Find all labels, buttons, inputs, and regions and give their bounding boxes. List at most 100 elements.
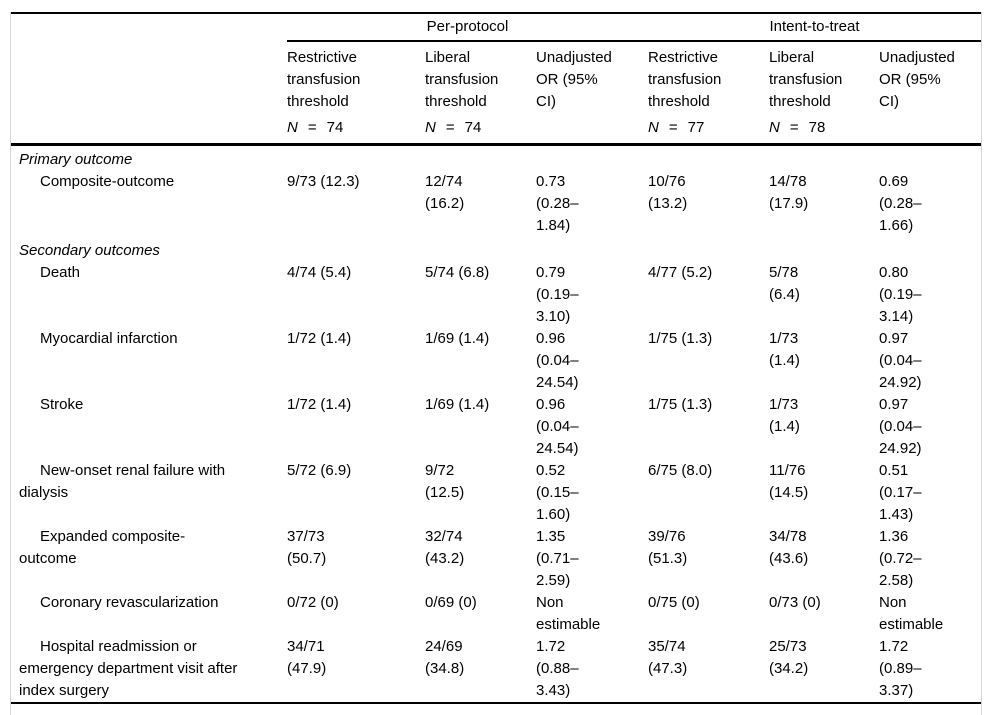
- cell-value: 1/69 (1.4): [425, 330, 490, 347]
- column-header-itt-or: Unadjusted OR (95% CI): [879, 49, 955, 110]
- table-row: Hospital readmission or emergency depart…: [11, 636, 981, 703]
- cell-value: 1/69 (1.4): [425, 396, 490, 413]
- cell-value: 1/75 (1.3): [648, 396, 713, 413]
- cell-value: 0.51 (0.17– 1.43): [879, 462, 922, 523]
- cell-value: Non estimable: [536, 594, 601, 633]
- cell-value: 1.72 (0.89– 3.37): [879, 638, 922, 699]
- table-row: Expanded composite- outcome 37/73 (50.7)…: [11, 526, 981, 592]
- section-header-row: Primary outcome: [11, 145, 981, 172]
- spanner-row: Per-protocol Intent-to-treat: [11, 13, 981, 42]
- cell-value: 37/73 (50.7): [287, 528, 327, 567]
- table-row: New-onset renal failure with dialysis 5/…: [11, 460, 981, 526]
- cell-value: 0/72 (0): [287, 594, 339, 611]
- sample-size-itt-restrictive: N = 77: [648, 113, 769, 146]
- spanner-per-protocol: Per-protocol: [287, 13, 648, 42]
- cell-value: 35/74 (47.3): [648, 638, 688, 677]
- sample-size-itt-or: [879, 113, 981, 146]
- table-frame: Per-protocol Intent-to-treat Restrictive…: [10, 12, 982, 715]
- cell-value: 0.97 (0.04– 24.92): [879, 330, 922, 391]
- cell-value: 0/69 (0): [425, 594, 477, 611]
- cell-value: 1.36 (0.72– 2.58): [879, 528, 922, 589]
- cell-value: 0.69 (0.28– 1.66): [879, 173, 922, 234]
- section-title-secondary-outcomes: Secondary outcomes: [19, 242, 160, 259]
- n-symbol: N: [425, 119, 436, 136]
- cell-value: 9/72 (12.5): [425, 462, 465, 501]
- n-symbol: N: [287, 119, 298, 136]
- column-header-row: Restrictive transfusion threshold Libera…: [11, 41, 981, 113]
- cell-value: 10/76 (13.2): [648, 173, 688, 212]
- row-label-hospital-readmission: Hospital readmission or emergency depart…: [19, 638, 238, 699]
- cell-value: 12/74 (16.2): [425, 173, 465, 212]
- section-header-row: Secondary outcomes: [11, 237, 981, 262]
- section-title-primary-outcome: Primary outcome: [19, 151, 133, 168]
- n-symbol: N: [769, 119, 780, 136]
- column-header-pp-restrictive: Restrictive transfusion threshold: [287, 49, 361, 110]
- table-row: Composite-outcome 9/73 (12.3) 12/74 (16.…: [11, 171, 981, 237]
- sample-size-pp-or: [536, 113, 648, 146]
- row-label-myocardial-infarction: Myocardial infarction: [40, 330, 178, 347]
- sample-size-empty: [11, 113, 287, 146]
- sample-size-row: N = 74 N = 74 N = 77 N = 78: [11, 113, 981, 146]
- cell-value: 5/74 (6.8): [425, 264, 490, 281]
- cell-value: 0.96 (0.04– 24.54): [536, 396, 579, 457]
- equals-sign: =: [445, 119, 455, 136]
- cell-value: 0.80 (0.19– 3.14): [879, 264, 922, 325]
- cell-value: 39/76 (51.3): [648, 528, 688, 567]
- cell-value: 6/75 (8.0): [648, 462, 713, 479]
- sample-size-pp-liberal: N = 74: [425, 113, 536, 146]
- n-symbol: N: [648, 119, 659, 136]
- cell-value: 25/73 (34.2): [769, 638, 809, 677]
- n-value: 74: [464, 119, 482, 136]
- cell-value: 5/78 (6.4): [769, 264, 800, 303]
- equals-sign: =: [789, 119, 799, 136]
- n-value: 78: [808, 119, 826, 136]
- cell-value: 34/78 (43.6): [769, 528, 809, 567]
- cell-value: 4/77 (5.2): [648, 264, 713, 281]
- cell-value: 0/73 (0): [769, 594, 821, 611]
- cell-value: 11/76 (14.5): [769, 462, 809, 501]
- column-header-empty: [11, 41, 287, 113]
- cell-value: 9/73 (12.3): [287, 173, 360, 190]
- cell-value: 1/75 (1.3): [648, 330, 713, 347]
- cell-value: 1.35 (0.71– 2.59): [536, 528, 579, 589]
- row-label-death: Death: [40, 264, 81, 281]
- cell-value: 1/72 (1.4): [287, 330, 352, 347]
- cell-value: 0/75 (0): [648, 594, 700, 611]
- cell-value: 24/69 (34.8): [425, 638, 465, 677]
- n-value: 74: [326, 119, 344, 136]
- row-label-composite-outcome: Composite-outcome: [40, 173, 175, 190]
- column-header-itt-restrictive: Restrictive transfusion threshold: [648, 49, 722, 110]
- row-label-expanded-composite-outcome: Expanded composite- outcome: [19, 528, 186, 567]
- cell-value: 34/71 (47.9): [287, 638, 327, 677]
- cell-value: 32/74 (43.2): [425, 528, 465, 567]
- cell-value: 1/73 (1.4): [769, 330, 800, 369]
- row-label-coronary-revascularization: Coronary revascularization: [40, 594, 219, 611]
- spanner-intent-to-treat: Intent-to-treat: [648, 13, 981, 42]
- cell-value: 0.79 (0.19– 3.10): [536, 264, 579, 325]
- cell-value: 14/78 (17.9): [769, 173, 809, 212]
- cell-value: 0.96 (0.04– 24.54): [536, 330, 579, 391]
- row-label-new-onset-renal-failure: New-onset renal failure with dialysis: [19, 462, 226, 501]
- n-value: 77: [687, 119, 705, 136]
- cell-value: 1/73 (1.4): [769, 396, 800, 435]
- table-row: Coronary revascularization 0/72 (0) 0/69…: [11, 592, 981, 636]
- cell-value: 0.52 (0.15– 1.60): [536, 462, 579, 523]
- cell-value: 0.73 (0.28– 1.84): [536, 173, 579, 234]
- table-row: Stroke 1/72 (1.4) 1/69 (1.4) 0.96 (0.04–…: [11, 394, 981, 460]
- equals-sign: =: [668, 119, 678, 136]
- cell-value: Non estimable: [879, 594, 944, 633]
- cell-value: 1/72 (1.4): [287, 396, 352, 413]
- sample-size-pp-restrictive: N = 74: [287, 113, 425, 146]
- cell-value: 4/74 (5.4): [287, 264, 352, 281]
- column-header-itt-liberal: Liberal transfusion threshold: [769, 49, 843, 110]
- cell-value: 5/72 (6.9): [287, 462, 352, 479]
- cell-value: 1.72 (0.88– 3.43): [536, 638, 579, 699]
- equals-sign: =: [307, 119, 317, 136]
- outcomes-table: Per-protocol Intent-to-treat Restrictive…: [11, 12, 981, 704]
- sample-size-itt-liberal: N = 78: [769, 113, 879, 146]
- column-header-pp-or: Unadjusted OR (95% CI): [536, 49, 612, 110]
- cell-value: 0.97 (0.04– 24.92): [879, 396, 922, 457]
- spanner-empty-cell: [11, 13, 287, 41]
- table-row: Myocardial infarction 1/72 (1.4) 1/69 (1…: [11, 328, 981, 394]
- table-row: Death 4/74 (5.4) 5/74 (6.8) 0.79 (0.19– …: [11, 262, 981, 328]
